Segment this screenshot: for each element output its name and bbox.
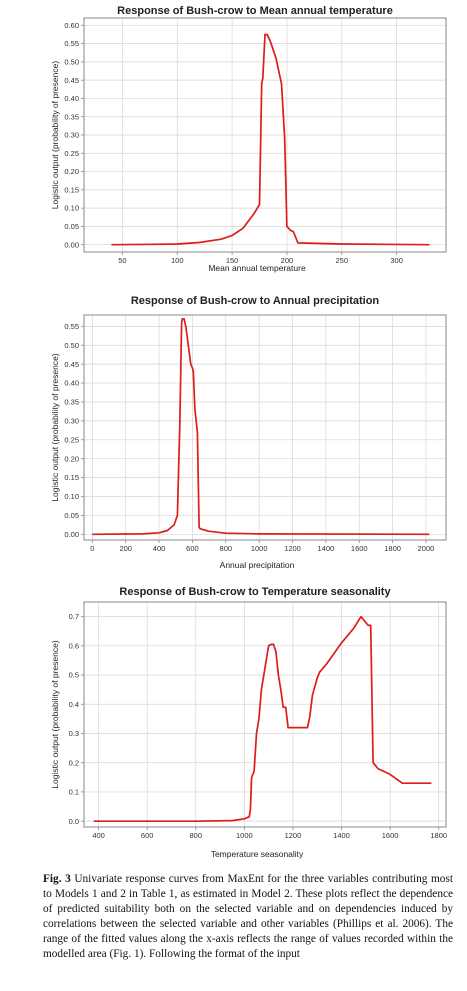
caption-text: Univariate response curves from MaxEnt f… <box>43 873 453 960</box>
y-tick-label: 0.10 <box>64 204 79 213</box>
y-tick-label: 0.55 <box>64 39 79 48</box>
y-tick-label: 0.45 <box>64 360 79 369</box>
y-axis-label: Logistic output (probability of presence… <box>50 61 60 210</box>
chart-title: Response of Bush-crow to Temperature sea… <box>119 586 391 598</box>
plot-frame <box>83 17 447 253</box>
x-tick-label: 300 <box>390 256 403 265</box>
x-axis-label: Temperature seasonality <box>211 849 304 859</box>
chart-title: Response of Bush-crow to Annual precipit… <box>131 295 380 307</box>
y-tick-label: 0.55 <box>64 322 79 331</box>
chart-title: Response of Bush-crow to Mean annual tem… <box>117 5 393 17</box>
y-tick-label: 0.7 <box>69 612 79 621</box>
x-tick-label: 200 <box>281 256 294 265</box>
x-tick-label: 1400 <box>333 831 350 840</box>
y-tick-label: 0.45 <box>64 76 79 85</box>
x-tick-label: 1800 <box>384 544 401 553</box>
x-tick-label: 400 <box>153 544 166 553</box>
plot-frame <box>83 314 447 541</box>
plot-area <box>84 315 446 540</box>
y-tick-label: 0.3 <box>69 729 79 738</box>
x-tick-label: 800 <box>220 544 233 553</box>
y-tick-label: 0.5 <box>69 671 79 680</box>
y-tick-label: 0.0 <box>69 817 79 826</box>
x-tick-label: 1000 <box>251 544 268 553</box>
y-tick-label: 0.20 <box>64 454 79 463</box>
chart-mean-annual-temperature: Response of Bush-crow to Mean annual tem… <box>50 5 447 273</box>
x-tick-label: 600 <box>141 831 154 840</box>
y-tick-label: 0.35 <box>64 112 79 121</box>
x-tick-label: 1000 <box>236 831 253 840</box>
x-tick-label: 1400 <box>318 544 335 553</box>
x-tick-label: 600 <box>186 544 199 553</box>
y-tick-label: 0.25 <box>64 435 79 444</box>
plot-frame <box>83 601 447 828</box>
x-tick-label: 400 <box>92 831 105 840</box>
y-tick-label: 0.00 <box>64 240 79 249</box>
x-tick-label: 50 <box>118 256 126 265</box>
series-line <box>92 317 430 536</box>
x-tick-label: 1200 <box>285 831 302 840</box>
x-tick-label: 200 <box>119 544 132 553</box>
x-tick-label: 250 <box>336 256 349 265</box>
x-tick-label: 1200 <box>284 544 301 553</box>
y-tick-label: 0.30 <box>64 131 79 140</box>
x-tick-label: 1600 <box>382 831 399 840</box>
x-tick-label: 2000 <box>418 544 435 553</box>
figure-caption: Fig. 3 Univariate response curves from M… <box>43 872 453 962</box>
y-tick-label: 0.50 <box>64 341 79 350</box>
x-tick-label: 100 <box>171 256 184 265</box>
y-tick-label: 0.30 <box>64 416 79 425</box>
x-tick-label: 150 <box>226 256 239 265</box>
y-tick-label: 0.25 <box>64 149 79 158</box>
y-tick-label: 0.6 <box>69 641 79 650</box>
y-tick-label: 0.20 <box>64 167 79 176</box>
y-tick-label: 0.50 <box>64 57 79 66</box>
y-axis-label: Logistic output (probability of presence… <box>50 353 60 502</box>
x-tick-label: 1800 <box>430 831 447 840</box>
x-tick-label: 1600 <box>351 544 368 553</box>
y-tick-label: 0.15 <box>64 473 79 482</box>
y-tick-label: 0.15 <box>64 185 79 194</box>
y-tick-label: 0.1 <box>69 788 79 797</box>
y-tick-label: 0.4 <box>69 700 79 709</box>
y-tick-label: 0.05 <box>64 511 79 520</box>
y-tick-label: 0.35 <box>64 398 79 407</box>
y-tick-label: 0.2 <box>69 758 79 767</box>
chart-annual-precipitation: Response of Bush-crow to Annual precipit… <box>50 295 447 570</box>
caption-label: Fig. 3 <box>43 873 71 885</box>
y-axis-label: Logistic output (probability of presence… <box>50 640 60 789</box>
y-tick-label: 0.40 <box>64 379 79 388</box>
series-line <box>93 615 432 823</box>
x-tick-label: 800 <box>190 831 203 840</box>
series-line <box>111 33 430 246</box>
y-tick-label: 0.40 <box>64 94 79 103</box>
plot-area <box>84 602 446 827</box>
y-tick-label: 0.00 <box>64 530 79 539</box>
y-tick-label: 0.05 <box>64 222 79 231</box>
x-axis-label: Annual precipitation <box>220 560 295 570</box>
chart-temperature-seasonality: Response of Bush-crow to Temperature sea… <box>50 586 447 859</box>
y-tick-label: 0.10 <box>64 492 79 501</box>
y-tick-label: 0.60 <box>64 21 79 30</box>
x-axis-label: Mean annual temperature <box>208 263 306 273</box>
x-tick-label: 0 <box>90 544 94 553</box>
